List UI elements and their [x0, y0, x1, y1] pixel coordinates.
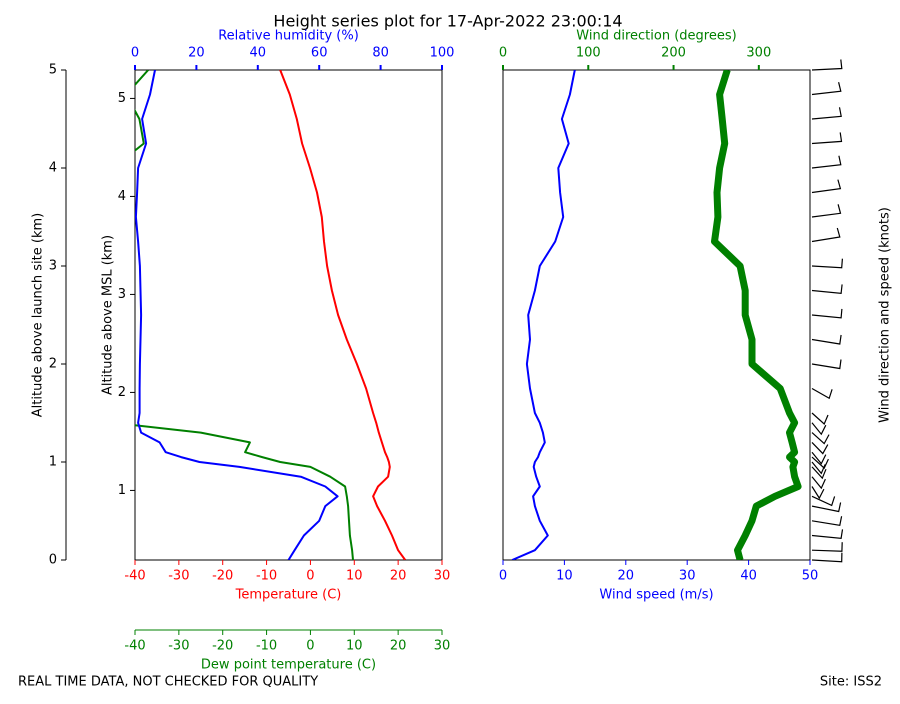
wind-barb [811, 476, 826, 490]
wind-barb [811, 495, 836, 507]
left-frame [134, 69, 443, 561]
x-tick-label: 80 [372, 46, 389, 61]
y2-tick-label: 5 [49, 63, 57, 78]
y-axis-label: Altitude above MSL (km) [101, 235, 116, 395]
wind-barb [811, 466, 827, 480]
series-line [279, 70, 407, 560]
wind-barb [811, 258, 843, 269]
wind-barb [811, 227, 841, 243]
series-line [135, 70, 354, 560]
wind-barb [811, 59, 843, 71]
wind-barb [811, 542, 843, 552]
x-tick-label: 20 [390, 639, 407, 654]
x-tick-label: 0 [131, 46, 139, 61]
y-tick-label: 4 [118, 189, 126, 204]
x-tick-label: 0 [499, 569, 507, 584]
wind-barb [811, 334, 842, 345]
x-tick-label: 20 [390, 569, 407, 584]
x-axis-label: Dew point temperature (C) [201, 658, 376, 673]
y2-tick-label: 3 [49, 259, 57, 274]
plot-area [511, 70, 802, 560]
wind-barb [811, 451, 827, 465]
x-axis-label: Wind speed (m/s) [599, 588, 713, 603]
barbs-label: Wind direction and speed (knots) [878, 207, 893, 423]
footer-note: REAL TIME DATA, NOT CHECKED FOR QUALITY [18, 675, 318, 690]
y2-tick-label: 2 [49, 357, 57, 372]
wind-barb [811, 441, 829, 455]
x-tick-label: -40 [124, 569, 145, 584]
x-tick-label: 0 [499, 46, 507, 61]
x-tick-label: -20 [212, 639, 233, 654]
wind-barb [811, 107, 842, 120]
x-axis-label: Wind direction (degrees) [576, 29, 736, 44]
wind-barb [811, 422, 827, 436]
x-tick-label: -30 [168, 639, 189, 654]
x-axis-label: Temperature (C) [235, 588, 342, 603]
plot-area [135, 70, 407, 560]
x-tick-label: -10 [256, 569, 277, 584]
x-tick-label: -40 [124, 639, 145, 654]
wind-barb [811, 82, 842, 96]
wind-barb [811, 552, 843, 563]
y2-tick-label: 4 [49, 161, 57, 176]
wind-barb [811, 204, 842, 218]
wind-barb [811, 456, 829, 470]
wind-barb [811, 502, 842, 513]
x-tick-label: 10 [346, 569, 363, 584]
chart-title: Height series plot for 17-Apr-2022 23:00… [273, 12, 622, 31]
x-tick-label: 30 [434, 639, 451, 654]
wind-barb [811, 529, 844, 540]
right-frame [502, 69, 811, 561]
x-tick-label: -30 [168, 569, 189, 584]
x-tick-label: 20 [188, 46, 205, 61]
series-line [711, 70, 802, 560]
x-tick-label: 100 [576, 46, 601, 61]
x-tick-label: 0 [306, 639, 314, 654]
wind-barb [811, 284, 843, 295]
y-tick-label: 3 [118, 287, 126, 302]
x-tick-label: 300 [746, 46, 771, 61]
x-tick-label: -20 [212, 569, 233, 584]
wind-barb [811, 432, 830, 445]
wind-barb [811, 387, 833, 400]
x-tick-label: 40 [250, 46, 267, 61]
y2-tick-label: 1 [49, 455, 57, 470]
series-line [135, 70, 339, 560]
wind-barb [811, 359, 842, 370]
wind-barb [811, 486, 825, 500]
wind-barb [811, 132, 843, 145]
x-tick-label: 200 [661, 46, 686, 61]
y2-axis-label: Altitude above launch site (km) [31, 213, 46, 417]
wind-barb [811, 516, 843, 526]
wind-barb [811, 308, 843, 319]
x-tick-label: -10 [256, 639, 277, 654]
x-tick-label: 50 [802, 569, 819, 584]
x-tick-label: 10 [556, 569, 573, 584]
series-line [511, 70, 576, 560]
x-tick-label: 100 [430, 46, 455, 61]
y-tick-label: 5 [118, 91, 126, 106]
y2-tick-label: 0 [49, 553, 57, 568]
x-tick-label: 0 [306, 569, 314, 584]
wind-barb [811, 412, 829, 426]
site-label: Site: ISS2 [820, 675, 882, 690]
x-tick-label: 10 [346, 639, 363, 654]
x-tick-label: 30 [434, 569, 451, 584]
x-tick-label: 40 [740, 569, 757, 584]
x-axis-label: Relative humidity (%) [218, 29, 359, 44]
y-tick-label: 2 [118, 385, 126, 400]
wind-barb [811, 179, 842, 194]
x-tick-label: 60 [311, 46, 328, 61]
y-tick-label: 1 [118, 483, 126, 498]
x-tick-label: 20 [618, 569, 635, 584]
x-tick-label: 30 [679, 569, 696, 584]
wind-barb [811, 155, 842, 169]
